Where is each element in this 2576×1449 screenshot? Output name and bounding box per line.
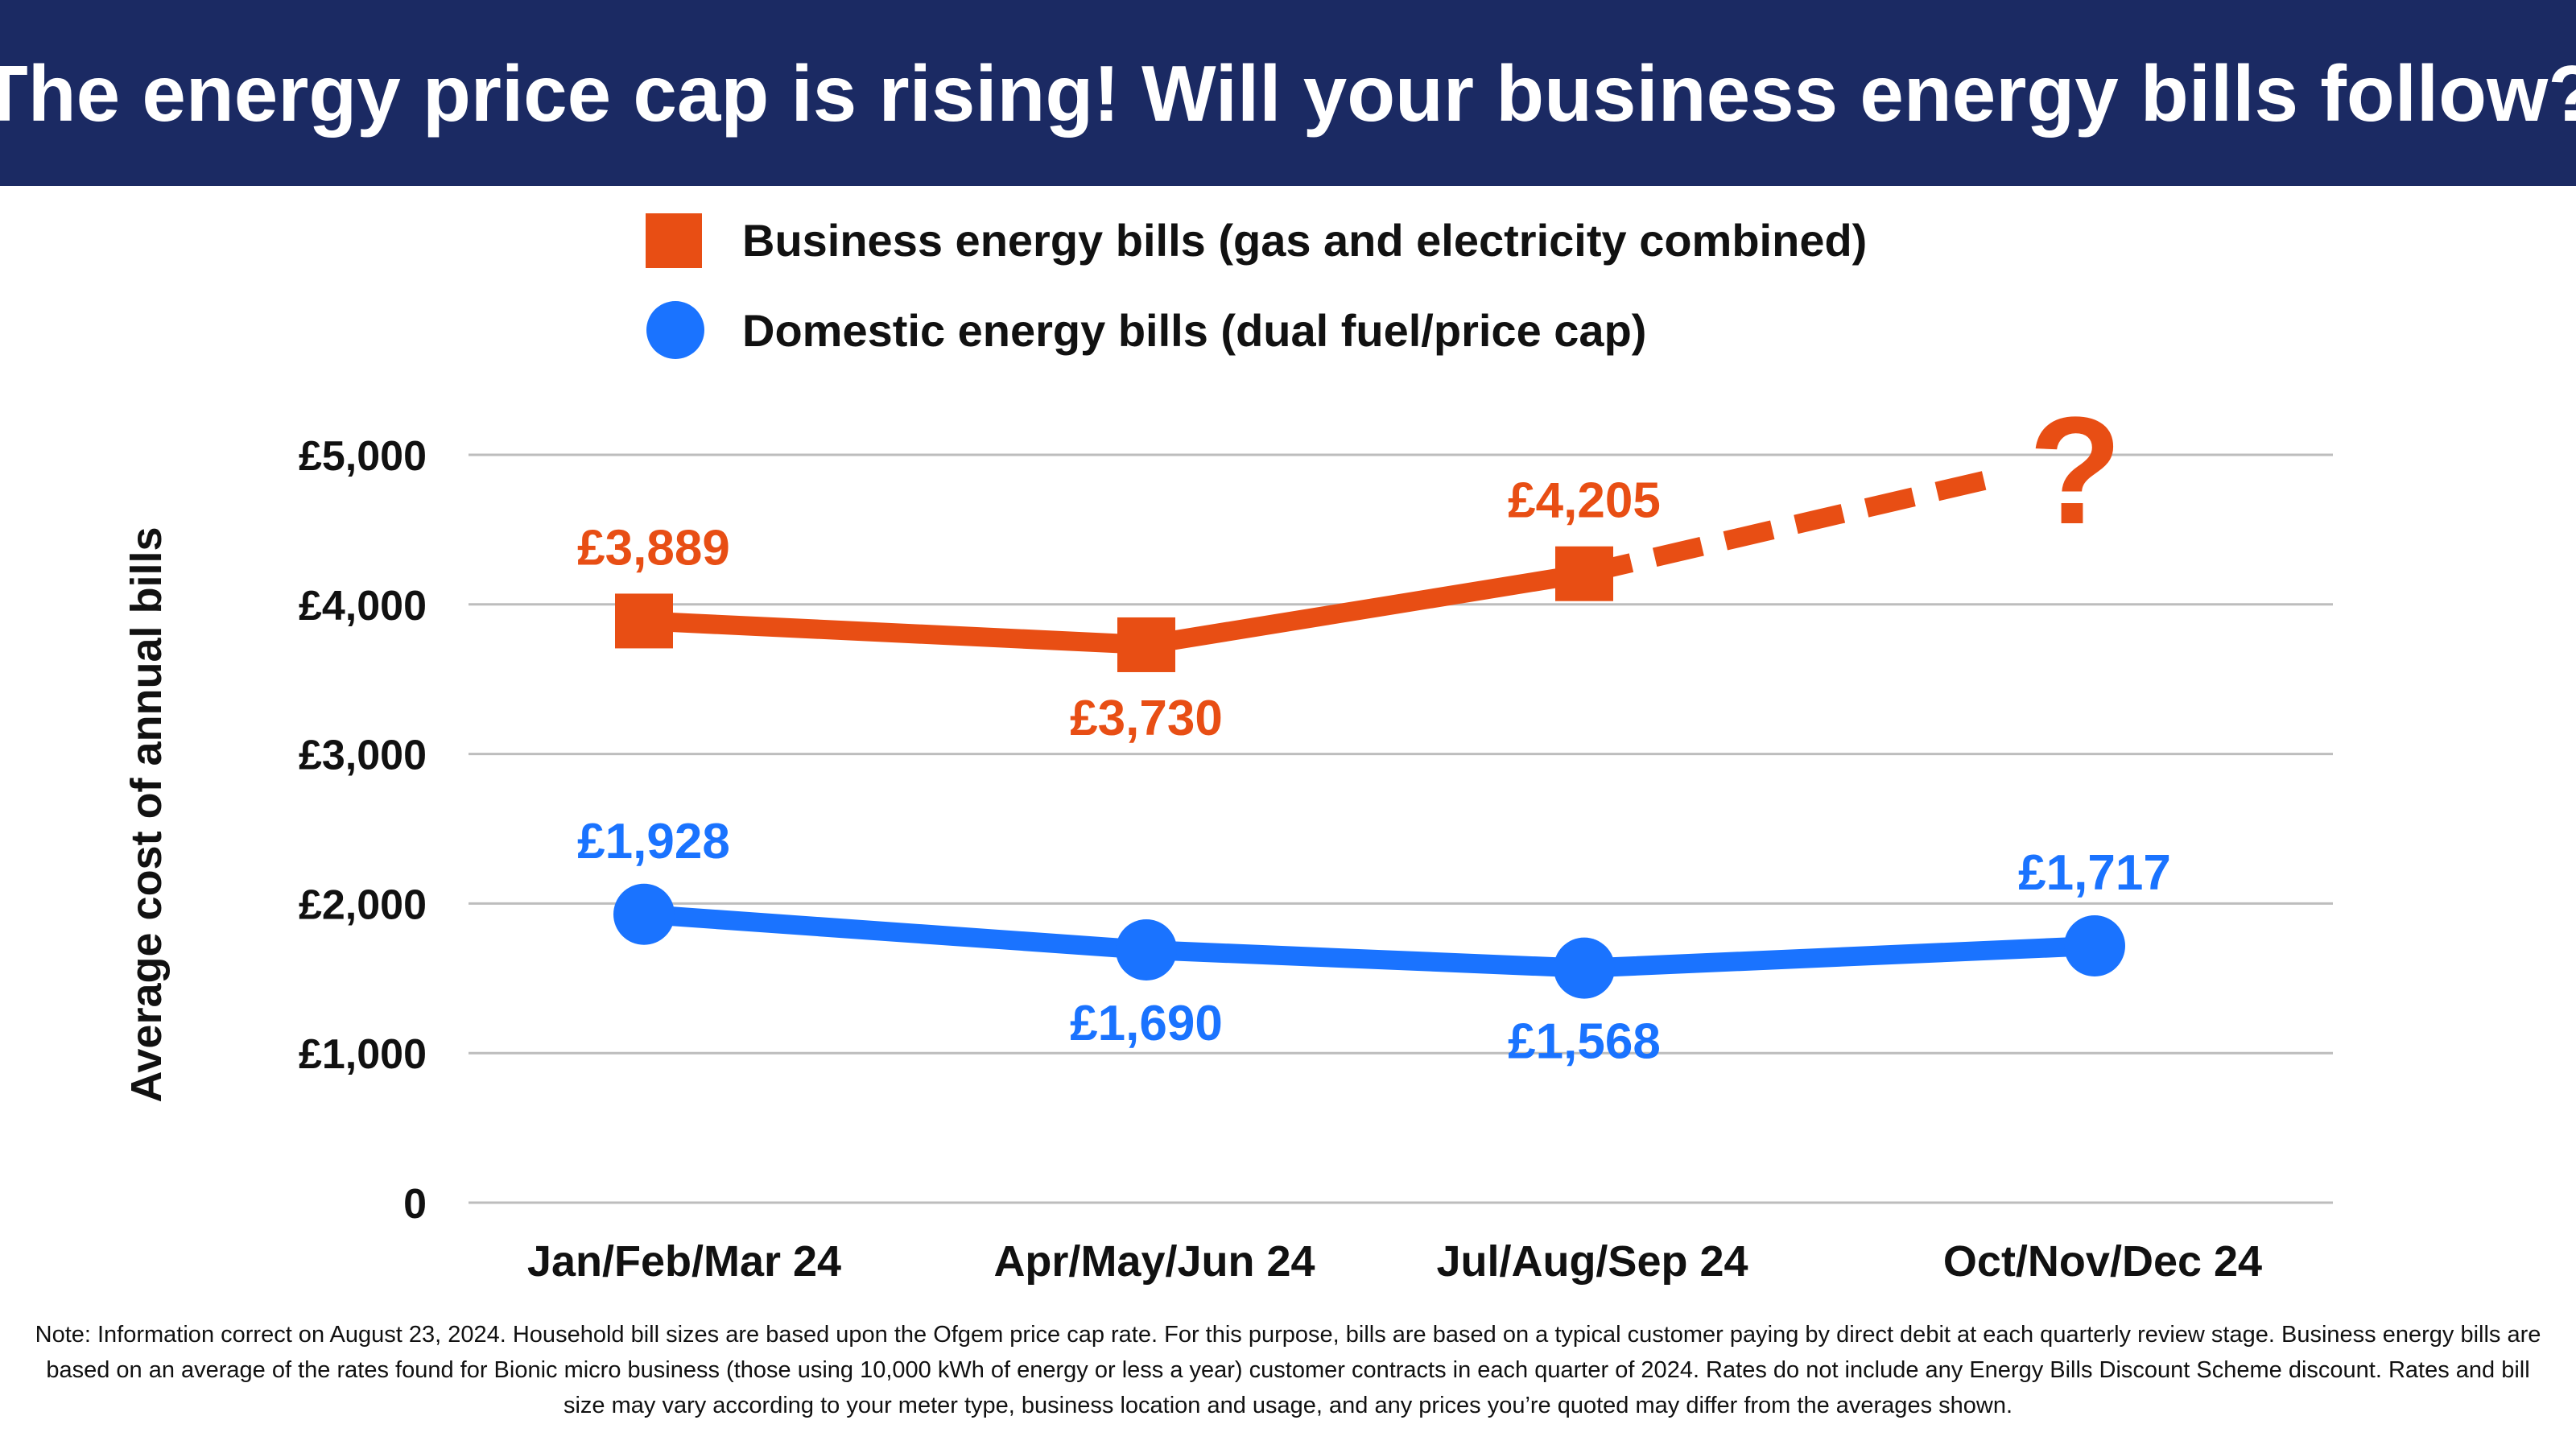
x-tick-label: Apr/May/Jun 24 — [993, 1237, 1315, 1286]
data-point-circle — [1116, 919, 1177, 980]
y-tick-label: £1,000 — [299, 1031, 427, 1078]
y-axis-label: Average cost of annual bills — [122, 526, 171, 1102]
y-tick-label: £5,000 — [299, 433, 427, 480]
data-point-circle — [1554, 937, 1615, 999]
y-tick-label: £3,000 — [299, 733, 427, 779]
data-point-square — [1117, 617, 1175, 672]
data-point-circle — [613, 883, 675, 945]
footnote: Note: Information correct on August 23, … — [35, 1322, 2541, 1418]
legend: Business energy bills (gas and electrici… — [646, 213, 1867, 359]
data-label: £1,568 — [1508, 1014, 1661, 1070]
legend-label-business: Business energy bills (gas and electrici… — [742, 215, 1867, 266]
data-point-square — [1555, 546, 1613, 601]
data-label: £3,889 — [577, 520, 730, 576]
series-line — [643, 904, 2095, 978]
data-label: £1,690 — [1070, 996, 1223, 1051]
x-tick-label: Jul/Aug/Sep 24 — [1436, 1237, 1748, 1286]
y-tick-label: 0 — [403, 1181, 427, 1228]
data-label: £4,205 — [1508, 473, 1661, 529]
page-title: The energy price cap is rising! Will you… — [0, 49, 2576, 138]
legend-label-domestic: Domestic energy bills (dual fuel/price c… — [742, 305, 1646, 356]
projection-question-mark: ? — [2029, 386, 2122, 556]
series-line — [643, 564, 1586, 654]
y-tick-label: £2,000 — [299, 881, 427, 928]
legend-square-icon — [646, 213, 702, 268]
data-point-square — [615, 593, 673, 649]
data-label: £3,730 — [1070, 691, 1223, 746]
header-bar — [0, 0, 2576, 186]
x-tick-label: Oct/Nov/Dec 24 — [1943, 1237, 2262, 1286]
data-point-circle — [2064, 914, 2125, 976]
y-tick-label: £4,000 — [299, 583, 427, 630]
data-label: £1,928 — [577, 814, 730, 869]
data-label: £1,717 — [2018, 845, 2171, 901]
legend-circle-icon — [646, 301, 704, 359]
x-tick-label: Jan/Feb/Mar 24 — [527, 1237, 841, 1286]
